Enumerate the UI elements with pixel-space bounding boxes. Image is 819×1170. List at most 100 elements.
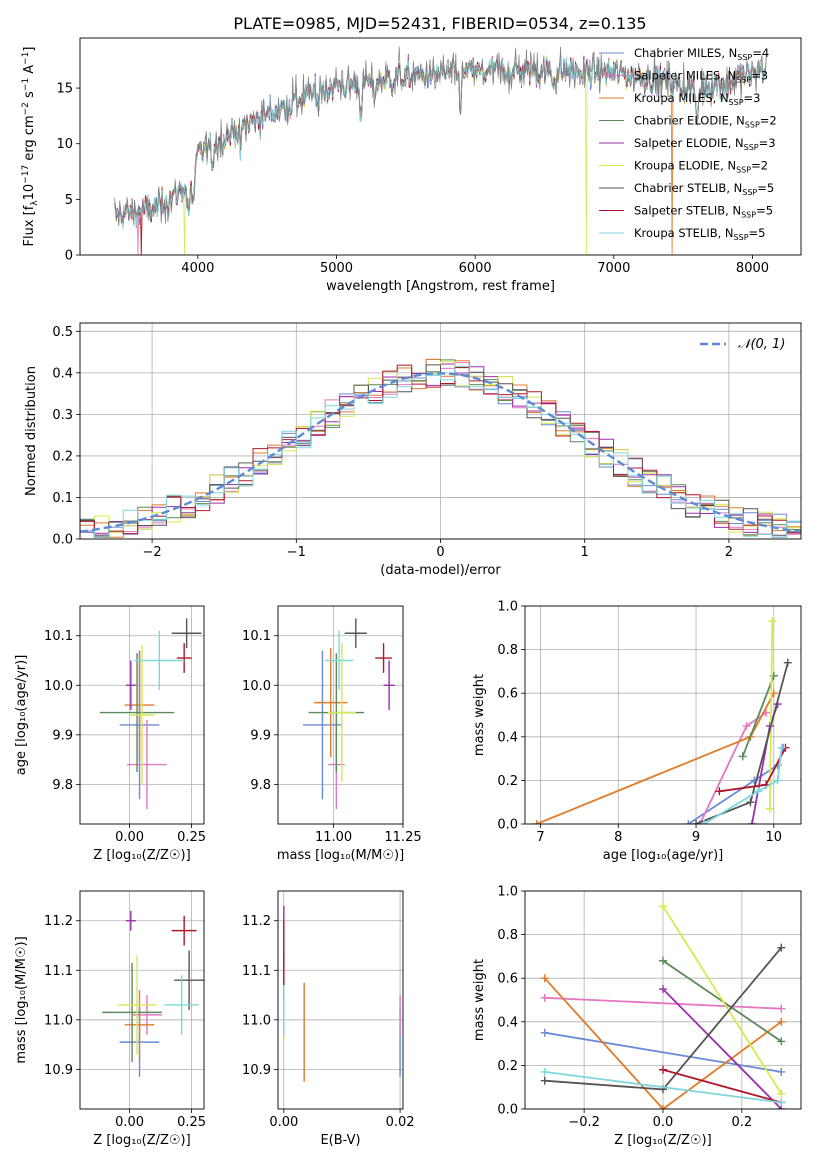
legend-subscript: SSP bbox=[736, 166, 751, 175]
mass-weight-marker bbox=[777, 1098, 786, 1107]
errorbar-point bbox=[171, 618, 202, 649]
legend-series-name: Kroupa ELODIE, N bbox=[634, 159, 736, 173]
errorbar-point bbox=[125, 910, 136, 931]
errorbar-point bbox=[124, 990, 155, 1060]
legend-subscript: SSP bbox=[734, 233, 749, 242]
mass-weight-marker bbox=[777, 1089, 786, 1098]
mass-weight-marker bbox=[777, 1067, 786, 1076]
mass-weight-marker bbox=[699, 820, 708, 824]
age_vs_Z-axes: 0.00 0.25 9.8 9.9 10.0 10.1 bbox=[44, 606, 206, 845]
x-tick-label: 11.25 bbox=[384, 830, 421, 845]
x-axis-label: mass [log₁₀(M/M☉)] bbox=[277, 848, 404, 863]
y-tick-label: 10.0 bbox=[44, 679, 73, 694]
legend-label: Salpeter ELODIE, NSSP=3 bbox=[634, 136, 776, 152]
x-axis-label: Z [log₁₀(Z/Z☉)] bbox=[614, 1133, 711, 1148]
y-tick-label: 10.0 bbox=[242, 679, 271, 694]
legend-series-name: Kroupa MILES, N bbox=[634, 91, 729, 105]
y-tick-label: 0.8 bbox=[497, 928, 518, 943]
histogram-step bbox=[80, 366, 801, 539]
x-axis-label: E(B-V) bbox=[320, 1133, 360, 1148]
x-tick-label: 4000 bbox=[181, 261, 214, 276]
y-tick-label: 0.5 bbox=[52, 325, 73, 340]
legend-subscript: SSP bbox=[737, 53, 752, 62]
age_vs_Z-points bbox=[99, 618, 202, 810]
mass-weight-marker bbox=[659, 902, 667, 911]
age_vs_mass-points bbox=[303, 618, 395, 810]
y-tick-label: 11.2 bbox=[242, 914, 271, 929]
legend-subscript: SSP bbox=[742, 188, 757, 197]
x-tick-label: 0.00 bbox=[115, 1115, 144, 1130]
errorbar-point bbox=[375, 643, 392, 673]
errorbar-point bbox=[171, 915, 197, 946]
errorbar-point bbox=[125, 660, 136, 711]
mass_vs_Z-points bbox=[102, 910, 204, 1077]
y-tick-label: 0.6 bbox=[497, 687, 518, 702]
mass-weight-line bbox=[741, 675, 775, 757]
legend-nssp: =3 bbox=[744, 91, 761, 105]
y-tick-label: 15 bbox=[56, 82, 73, 97]
mass_vs_ebv-axes: 0.00 0.02 10.9 11.0 11.1 11.2 bbox=[242, 891, 415, 1130]
mass-weight-line bbox=[544, 1031, 782, 1073]
x-tick-label: −1 bbox=[287, 545, 306, 560]
legend-label: Kroupa ELODIE, NSSP=2 bbox=[634, 159, 768, 175]
legend-subscript: SSP bbox=[741, 211, 756, 220]
mass-weight-line bbox=[544, 977, 782, 1109]
y-tick-label: 10.1 bbox=[242, 629, 271, 644]
mass-weight-marker bbox=[684, 820, 693, 824]
x-tick-label: 0.00 bbox=[269, 1115, 298, 1130]
y-tick-label: 0.4 bbox=[497, 730, 518, 745]
y-axis-label: Normed distribution bbox=[24, 366, 39, 496]
legend-label: Kroupa MILES, NSSP=3 bbox=[634, 91, 760, 107]
mass-weight-marker bbox=[540, 974, 549, 983]
legend-series-name: Chabrier MILES, N bbox=[634, 46, 737, 60]
y-tick-label: 1.0 bbox=[497, 885, 518, 900]
x-tick-label: 8 bbox=[614, 830, 622, 845]
errorbar-point bbox=[176, 643, 192, 673]
mass-weight-marker bbox=[765, 804, 774, 813]
x-tick-label: 0.25 bbox=[177, 1115, 206, 1130]
mass-weight-marker bbox=[540, 1076, 549, 1085]
x-axis-label: age [log₁₀(age/yr)] bbox=[603, 848, 724, 863]
mass_vs_Z-axes: 0.00 0.25 10.9 11.0 11.1 11.2 bbox=[44, 891, 206, 1130]
x-axis-label: wavelength [Angstrom, rest frame] bbox=[326, 279, 555, 294]
legend-label: Chabrier ELODIE, NSSP=2 bbox=[634, 114, 777, 130]
y-axis-label: mass weight bbox=[472, 674, 487, 756]
x-tick-label: 7000 bbox=[597, 261, 630, 276]
legend-label: Kroupa STELIB, NSSP=5 bbox=[634, 226, 765, 242]
mass-weight-marker bbox=[746, 798, 755, 807]
errorbar-point bbox=[174, 950, 204, 1010]
legend-label: 𝒩(0, 1) bbox=[738, 337, 785, 352]
x-tick-label: 5000 bbox=[320, 261, 353, 276]
y-label-part: −1 bbox=[21, 52, 31, 65]
mass-weight-marker bbox=[773, 776, 782, 785]
mass-weight-marker bbox=[777, 743, 786, 752]
y-tick-label: 10.9 bbox=[44, 1063, 73, 1078]
legend-label: Salpeter MILES, NSSP=3 bbox=[634, 69, 768, 85]
legend-nssp: =2 bbox=[751, 159, 768, 173]
y-tick-label: 11.0 bbox=[44, 1013, 73, 1028]
y-label-part: ] bbox=[22, 47, 37, 52]
errorbar-point bbox=[99, 653, 175, 772]
errorbar-point bbox=[303, 650, 342, 800]
mass-weight-marker bbox=[532, 820, 541, 824]
legend-label: Chabrier MILES, NSSP=4 bbox=[634, 46, 769, 62]
legend-label: Salpeter STELIB, NSSP=5 bbox=[634, 204, 773, 220]
legend-series-name: Salpeter STELIB, N bbox=[634, 204, 741, 218]
legend-nssp: =4 bbox=[752, 46, 769, 60]
legend-nssp: =5 bbox=[749, 226, 766, 240]
y-label-part: −17 bbox=[21, 165, 31, 184]
x-tick-label: 1 bbox=[581, 545, 589, 560]
y-tick-label: 0.4 bbox=[497, 1015, 518, 1030]
age_vs_Z-frame bbox=[79, 605, 205, 825]
y-label-part: erg cm bbox=[22, 115, 37, 164]
y-tick-label: 11.1 bbox=[44, 964, 73, 979]
x-tick-label: 0.02 bbox=[386, 1115, 415, 1130]
legend-nssp: =3 bbox=[759, 136, 776, 150]
y-label-part: A bbox=[22, 65, 37, 78]
legend-nssp: =5 bbox=[757, 181, 774, 195]
massweight_vs_age-series bbox=[532, 617, 792, 824]
y-axis-label: mass weight bbox=[472, 959, 487, 1041]
y-tick-label: 10.1 bbox=[44, 629, 73, 644]
y-tick-label: 0.2 bbox=[52, 449, 73, 464]
